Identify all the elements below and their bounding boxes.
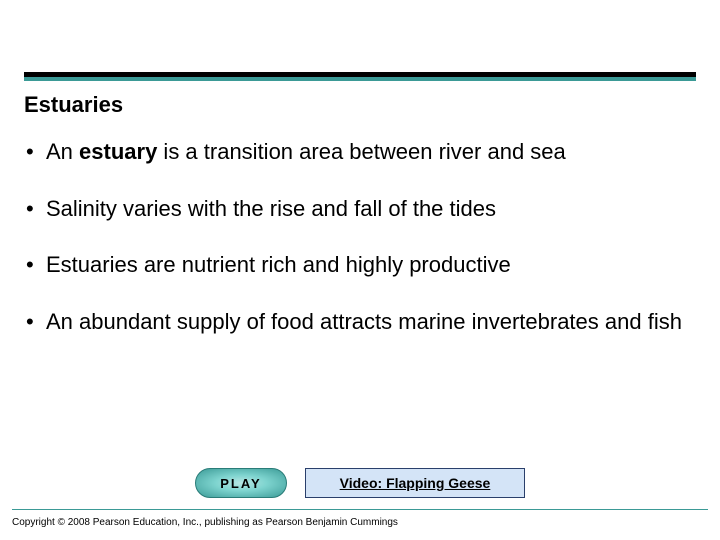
bottom-accent-rule (12, 509, 708, 510)
bullet-item: Estuaries are nutrient rich and highly p… (24, 251, 696, 280)
bullet-text: An abundant supply of food attracts mari… (46, 309, 682, 334)
slide-title: Estuaries (24, 92, 123, 118)
video-link-label: Video: Flapping Geese (340, 475, 491, 491)
bullet-item: An abundant supply of food attracts mari… (24, 308, 696, 337)
bullet-text: Estuaries are nutrient rich and highly p… (46, 252, 511, 277)
bullet-text-suffix: is a transition area between river and s… (157, 139, 565, 164)
video-link[interactable]: Video: Flapping Geese (305, 468, 525, 498)
media-row: PLAY Video: Flapping Geese (0, 468, 720, 498)
bullet-text-prefix: An (46, 139, 79, 164)
bullet-text: Salinity varies with the rise and fall o… (46, 196, 496, 221)
bullet-item: An estuary is a transition area between … (24, 138, 696, 167)
play-button-label: PLAY (220, 476, 261, 491)
play-button[interactable]: PLAY (195, 468, 287, 498)
bullet-text-bold: estuary (79, 139, 157, 164)
top-accent-rule (24, 77, 696, 81)
copyright-text: Copyright © 2008 Pearson Education, Inc.… (12, 517, 398, 528)
content-area: An estuary is a transition area between … (24, 138, 696, 364)
bullet-item: Salinity varies with the rise and fall o… (24, 195, 696, 224)
